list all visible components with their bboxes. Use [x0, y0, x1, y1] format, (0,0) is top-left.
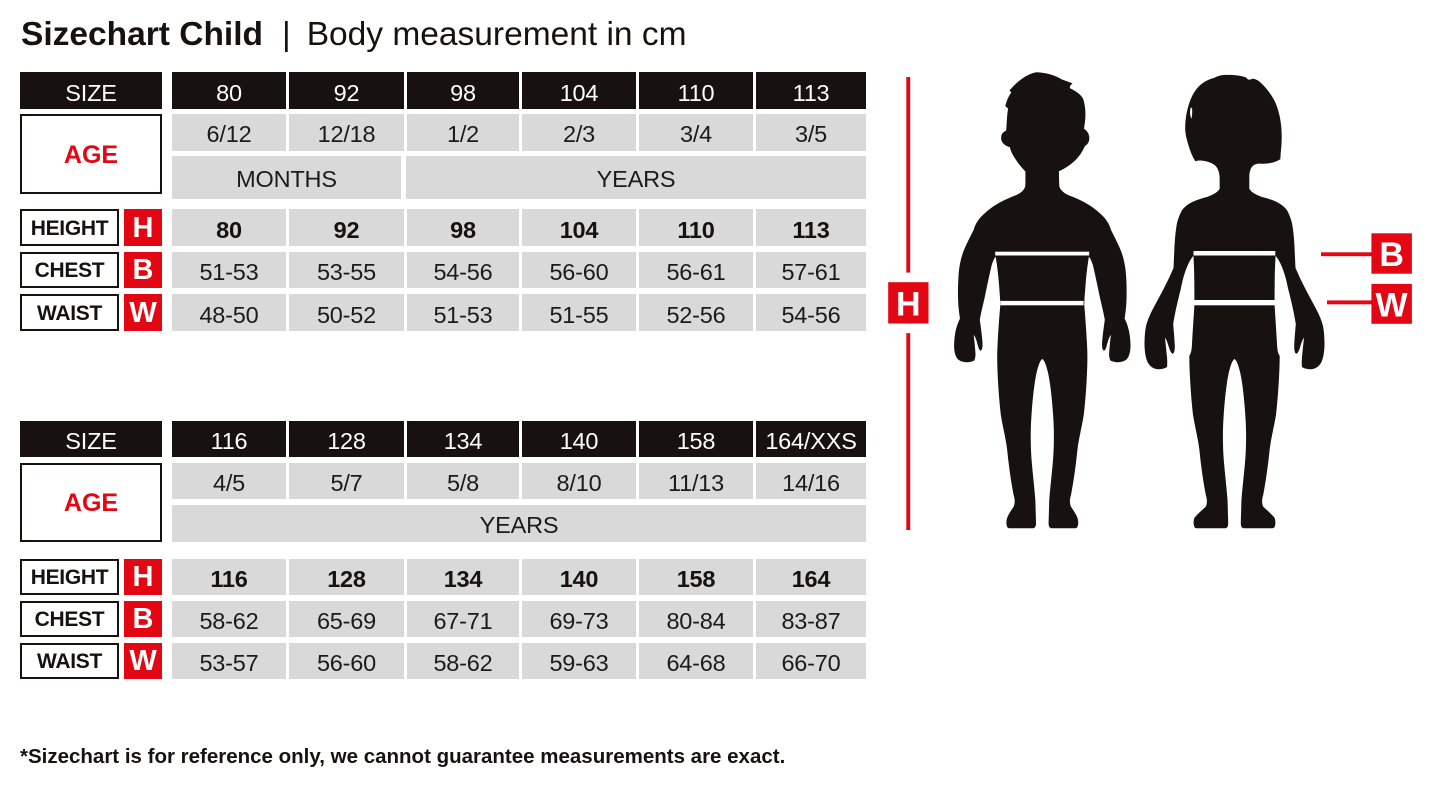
svg-text:W: W — [1376, 286, 1409, 324]
svg-text:B: B — [1379, 236, 1404, 274]
svg-text:H: H — [896, 286, 921, 324]
